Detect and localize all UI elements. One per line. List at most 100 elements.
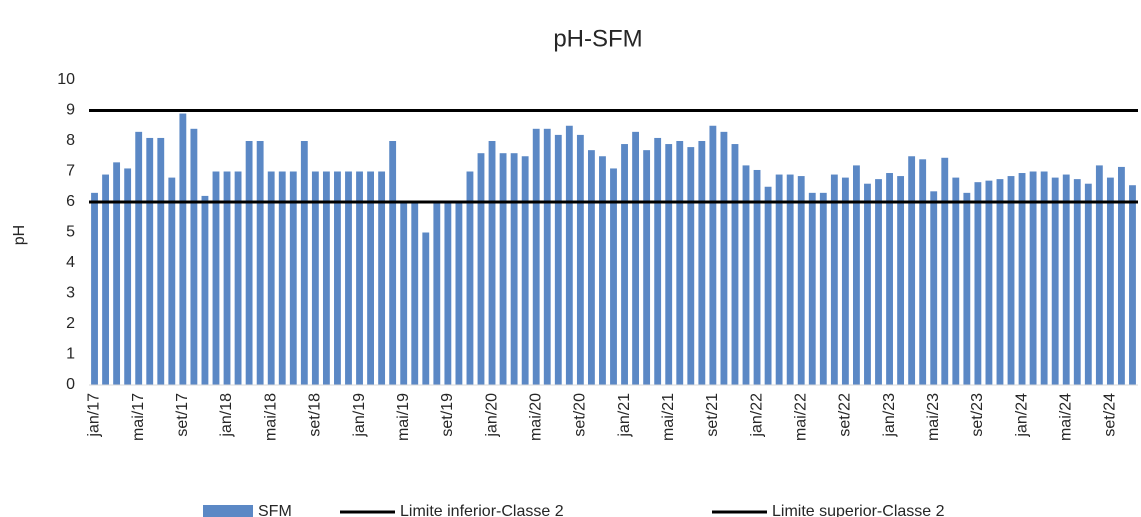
- legend-label: Limite superior-Classe 2: [772, 503, 945, 517]
- x-tick-label: jan/17: [86, 393, 103, 438]
- legend-swatch: [203, 505, 253, 517]
- bar: [1106, 177, 1114, 385]
- bar: [1095, 165, 1103, 385]
- bar: [278, 171, 286, 385]
- y-tick-label: 1: [66, 346, 75, 363]
- bar: [146, 137, 154, 385]
- bar: [554, 134, 562, 385]
- bar: [643, 150, 651, 385]
- bar: [168, 177, 176, 385]
- chart-title: pH-SFM: [553, 25, 642, 52]
- bar: [356, 171, 363, 385]
- bar: [190, 128, 198, 386]
- y-tick-label: 10: [57, 71, 75, 88]
- x-tick-label: mai/21: [660, 393, 677, 441]
- x-tick-label: set/22: [837, 393, 854, 437]
- bar: [113, 162, 121, 385]
- bar: [234, 171, 242, 385]
- bar: [1118, 166, 1125, 385]
- y-tick-label: 9: [66, 102, 75, 119]
- bar: [632, 131, 640, 385]
- bar: [996, 179, 1004, 385]
- bar: [477, 153, 485, 385]
- x-tick-label: jan/24: [1013, 393, 1030, 438]
- y-tick-label: 3: [66, 285, 75, 302]
- bar: [223, 171, 231, 385]
- bar: [654, 137, 662, 385]
- bar: [676, 141, 684, 385]
- bar: [256, 141, 264, 385]
- bar: [1062, 174, 1070, 385]
- bar: [1084, 183, 1092, 385]
- bar: [599, 156, 606, 385]
- bar: [665, 144, 673, 385]
- bar: [797, 176, 805, 385]
- x-tick-label: set/23: [969, 393, 986, 437]
- bar: [179, 113, 187, 386]
- x-tick-label: mai/24: [1057, 393, 1074, 441]
- bar: [367, 171, 374, 385]
- bar: [808, 192, 816, 385]
- bar: [300, 141, 308, 385]
- bar: [709, 125, 717, 385]
- bar: [322, 171, 330, 385]
- bar: [886, 173, 893, 385]
- bar: [400, 202, 408, 385]
- y-tick-label: 5: [66, 224, 75, 241]
- bar: [830, 174, 838, 385]
- bar: [1129, 185, 1136, 385]
- bar: [1073, 179, 1081, 385]
- bar: [378, 171, 386, 385]
- bar: [1007, 176, 1015, 385]
- bar: [543, 128, 551, 386]
- bar: [742, 165, 750, 385]
- bar: [157, 137, 165, 385]
- bar: [587, 150, 595, 385]
- bar: [621, 144, 628, 385]
- x-tick-label: jan/18: [218, 393, 235, 438]
- y-tick-label: 8: [66, 132, 75, 149]
- y-axis-label: pH: [11, 225, 28, 245]
- bar: [941, 157, 949, 385]
- x-tick-label: jan/22: [748, 393, 765, 438]
- bar: [610, 168, 617, 385]
- bar: [444, 202, 452, 385]
- bar: [576, 134, 584, 385]
- bar: [267, 171, 275, 385]
- bar: [698, 141, 706, 385]
- x-tick-label: mai/18: [262, 393, 279, 441]
- bar: [753, 169, 761, 385]
- x-tick-label: jan/23: [881, 393, 898, 438]
- x-tick-label: jan/19: [351, 393, 368, 438]
- bar: [985, 180, 993, 385]
- bar: [411, 202, 419, 385]
- bar: [930, 191, 938, 385]
- x-tick-label: set/17: [174, 393, 191, 437]
- x-tick-label: set/19: [439, 393, 456, 437]
- bar: [124, 168, 132, 385]
- x-tick-label: jan/21: [616, 393, 633, 438]
- bar: [201, 195, 209, 385]
- y-tick-label: 0: [66, 376, 75, 393]
- bar: [521, 156, 529, 385]
- bar: [841, 177, 849, 385]
- x-tick-label: mai/20: [527, 393, 544, 441]
- bar: [212, 171, 220, 385]
- bar: [135, 131, 143, 385]
- bar: [565, 125, 573, 385]
- bar: [897, 176, 905, 385]
- x-tick-label: set/21: [704, 393, 721, 437]
- bar: [91, 192, 98, 385]
- bar: [1029, 171, 1037, 385]
- bar: [919, 159, 927, 385]
- bar: [731, 144, 739, 385]
- bar: [687, 147, 695, 385]
- bar: [908, 156, 916, 385]
- bar: [345, 171, 352, 385]
- bar: [1018, 173, 1026, 385]
- bar: [952, 177, 960, 385]
- bar: [864, 183, 871, 385]
- bar: [1040, 171, 1048, 385]
- y-tick-label: 4: [66, 254, 75, 271]
- bar: [488, 141, 496, 385]
